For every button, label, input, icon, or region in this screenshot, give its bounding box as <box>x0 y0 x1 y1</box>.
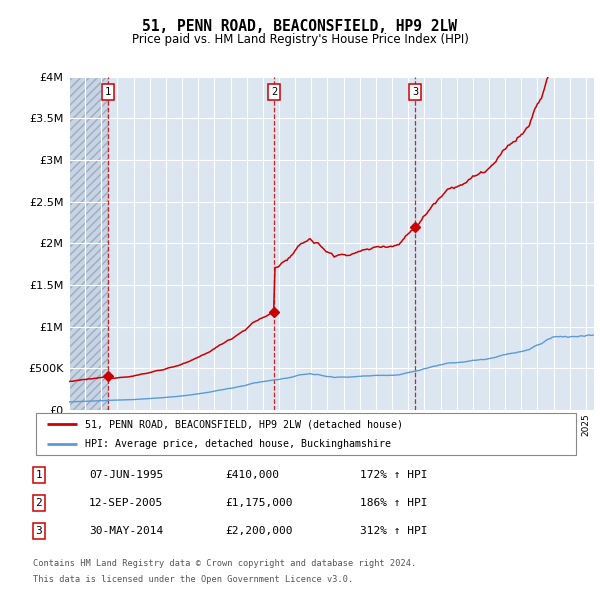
Text: 51, PENN ROAD, BEACONSFIELD, HP9 2LW (detached house): 51, PENN ROAD, BEACONSFIELD, HP9 2LW (de… <box>85 419 403 430</box>
Text: 1: 1 <box>35 470 43 480</box>
Text: £2,200,000: £2,200,000 <box>225 526 293 536</box>
Text: 312% ↑ HPI: 312% ↑ HPI <box>360 526 427 536</box>
Text: 07-JUN-1995: 07-JUN-1995 <box>89 470 163 480</box>
FancyBboxPatch shape <box>36 413 576 455</box>
Text: 12-SEP-2005: 12-SEP-2005 <box>89 498 163 507</box>
Text: 3: 3 <box>35 526 43 536</box>
Text: £1,175,000: £1,175,000 <box>225 498 293 507</box>
Text: 2: 2 <box>271 87 277 97</box>
Text: 51, PENN ROAD, BEACONSFIELD, HP9 2LW: 51, PENN ROAD, BEACONSFIELD, HP9 2LW <box>143 19 458 34</box>
Text: This data is licensed under the Open Government Licence v3.0.: This data is licensed under the Open Gov… <box>33 575 353 584</box>
Text: 1: 1 <box>105 87 111 97</box>
Text: 30-MAY-2014: 30-MAY-2014 <box>89 526 163 536</box>
Text: 3: 3 <box>412 87 418 97</box>
Text: Price paid vs. HM Land Registry's House Price Index (HPI): Price paid vs. HM Land Registry's House … <box>131 33 469 46</box>
Bar <box>69 77 108 410</box>
Text: 172% ↑ HPI: 172% ↑ HPI <box>360 470 427 480</box>
Text: £410,000: £410,000 <box>225 470 279 480</box>
Text: HPI: Average price, detached house, Buckinghamshire: HPI: Average price, detached house, Buck… <box>85 439 391 449</box>
Text: 2: 2 <box>35 498 43 507</box>
Text: Contains HM Land Registry data © Crown copyright and database right 2024.: Contains HM Land Registry data © Crown c… <box>33 559 416 568</box>
Text: 186% ↑ HPI: 186% ↑ HPI <box>360 498 427 507</box>
